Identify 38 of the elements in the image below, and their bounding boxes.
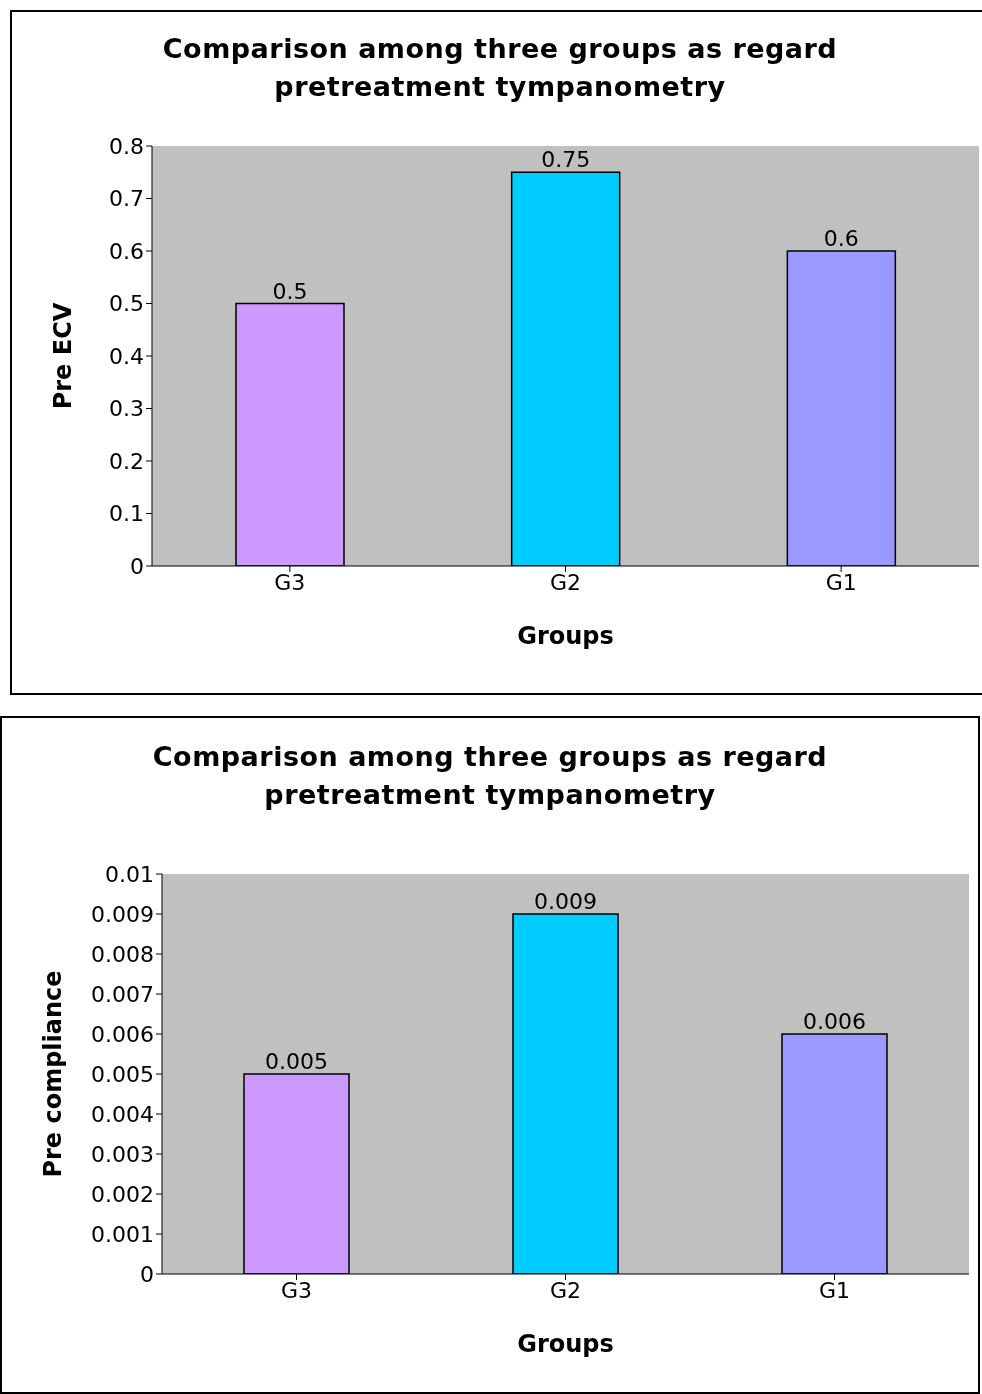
data-label: 0.005 [265, 1049, 328, 1074]
y-tick-label: 0.005 [91, 1061, 154, 1087]
data-label: 0.5 [272, 278, 308, 304]
y-tick-label: 0.1 [109, 501, 144, 527]
x-tick-label: G3 [274, 569, 306, 595]
data-label: 0.75 [541, 147, 591, 173]
y-tick-label: 0.004 [91, 1101, 154, 1127]
y-tick-label: 0.001 [91, 1221, 154, 1247]
y-tick-label: 0.01 [105, 861, 154, 887]
x-tick-label: G1 [825, 569, 857, 595]
y-tick-label: 0.008 [91, 941, 154, 967]
data-label: 0.006 [803, 1009, 866, 1034]
x-axis-title: Groups [517, 622, 614, 650]
y-tick-label: 0.8 [109, 133, 144, 159]
x-axis-title: Groups [517, 1330, 614, 1358]
x-tick-label: G1 [818, 1277, 851, 1303]
data-label: 0.009 [534, 889, 597, 914]
data-label: 0.6 [823, 226, 859, 251]
y-tick-label: 0.7 [109, 186, 144, 212]
y-axis-title: Pre ECV [48, 302, 77, 410]
y-tick-label: 0.006 [91, 1021, 154, 1047]
y-axis-title: Pre compliance [38, 970, 67, 1178]
y-tick-label: 0 [140, 1261, 154, 1287]
y-tick-label: 0.2 [109, 448, 144, 474]
y-tick-label: 0.009 [91, 901, 154, 927]
chart-title: Comparison among three groups as regard pretreatment tympanometry [151, 740, 829, 812]
x-tick-label: G3 [280, 1277, 313, 1303]
y-tick-label: 0.002 [91, 1181, 154, 1207]
y-tick-label: 0.007 [91, 981, 154, 1007]
chart-title: Comparison among three groups as regard pretreatment tympanometry [161, 32, 839, 104]
y-tick-label: 0 [130, 553, 144, 579]
x-tick-label: G2 [549, 569, 582, 595]
y-tick-label: 0.5 [109, 291, 144, 317]
y-tick-label: 0.4 [109, 343, 144, 369]
x-tick-label: G2 [549, 1277, 582, 1303]
y-tick-label: 0.6 [109, 238, 144, 264]
y-tick-label: 0.003 [91, 1141, 154, 1167]
y-tick-label: 0.3 [109, 396, 144, 422]
